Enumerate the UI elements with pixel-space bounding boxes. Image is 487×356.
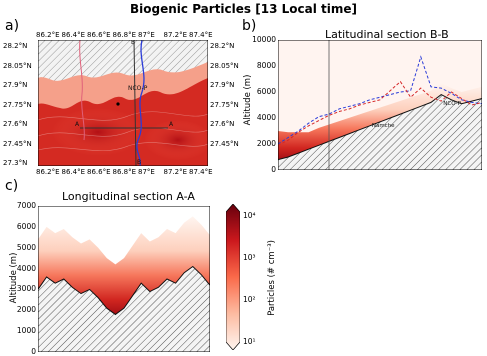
series-line-blue (278, 55, 482, 145)
tick-label: 86.4°E (61, 31, 86, 39)
tick-label: 10000 (252, 35, 276, 44)
map-panel-a: NCO-P B A A B (38, 40, 208, 166)
tick-label: 8000 (256, 61, 276, 70)
tick-label: 87.2°E (163, 168, 188, 176)
tick-label: 0 (31, 347, 36, 356)
tick-label: 87°E (138, 31, 155, 39)
tick-label: 27.6°N (3, 120, 28, 128)
tick-label: 27.75°N (3, 100, 32, 109)
tick-label: 10⁴ (243, 211, 256, 220)
map-glacier-hatch (38, 40, 208, 81)
tick-label: 10³ (243, 253, 256, 262)
site-marker (116, 102, 120, 106)
tick-label: 86.2°E (36, 168, 60, 176)
tick-label: 86.6°E (87, 168, 111, 176)
section-line-b (133, 40, 137, 166)
tick-label: 28.2°N (210, 42, 235, 50)
tick-label: 3000 (16, 284, 36, 294)
tick-label: 10² (243, 295, 256, 304)
tick-label: 5000 (16, 242, 36, 252)
annotation-label: Namche (372, 123, 395, 129)
map-hotspot (52, 108, 144, 156)
map-hotspot (144, 120, 208, 160)
tick-label: 4000 (256, 113, 276, 122)
chart-panel-b: Namche NCO-P (278, 40, 482, 170)
map-river-red (79, 40, 85, 141)
site-label: NCO-P (128, 85, 148, 92)
panel-c-ylabel: Altitude (m) (9, 252, 19, 304)
colorbar (226, 204, 240, 350)
tick-label: 27.9°N (3, 81, 28, 89)
tick-label: 27.45°N (210, 139, 239, 148)
tick-label: 27.9°N (210, 81, 235, 89)
particle-field (38, 216, 210, 315)
marker-label: A (169, 121, 174, 128)
tick-label: 27.3°N (3, 159, 28, 167)
figure-title: Biogenic Particles [13 Local time] (130, 2, 357, 16)
panel-b-subtitle: Latitudinal section B-B (325, 28, 449, 41)
tick-label: 2000 (256, 139, 276, 148)
marker-label: A (75, 121, 80, 128)
terrain (38, 265, 210, 352)
panel-c-subtitle: Longitudinal section A-A (62, 190, 195, 203)
tick-label: 86.8°E (112, 168, 137, 176)
tick-label: 2000 (16, 305, 36, 315)
tick-label: 87.4°E (189, 168, 213, 176)
tick-label: 1000 (16, 326, 36, 336)
colorbar-label: Particles (# cm⁻³) (267, 240, 277, 316)
tick-label: 28.2°N (3, 42, 28, 50)
annotation-label: NCO-P (443, 101, 461, 107)
tick-label: 0 (271, 165, 276, 174)
tick-label: 6000 (16, 221, 36, 231)
map-contours (38, 111, 208, 151)
chart-panel-c (38, 206, 210, 352)
panel-a-label: a) (5, 18, 20, 34)
tick-label: 27.75°N (210, 100, 239, 109)
panel-b-label: b) (242, 18, 257, 34)
series-line-red (278, 80, 482, 146)
tick-label: 28.05°N (210, 61, 239, 70)
marker-label: B (131, 40, 135, 46)
panel-c-label: c) (5, 178, 19, 194)
map-river-blue (136, 40, 145, 166)
tick-label: 7000 (16, 201, 36, 210)
tick-label: 87°E (138, 168, 155, 176)
colorbar-gradient (226, 204, 240, 350)
tick-label: 10¹ (243, 337, 256, 346)
tick-label: 4000 (16, 263, 36, 273)
tick-label: 87.2°E (163, 31, 188, 39)
tick-label: 86.4°E (61, 168, 86, 176)
tick-label: 27.45°N (3, 139, 32, 148)
tick-label: 87.4°E (189, 31, 213, 39)
tick-label: 27.6°N (210, 120, 235, 128)
tick-label: 6000 (256, 87, 276, 96)
tick-label: 86.8°E (112, 31, 137, 39)
marker-label: B (137, 159, 141, 166)
tick-label: 86.2°E (36, 31, 60, 39)
tick-label: 28.05°N (3, 61, 32, 70)
tick-label: 86.6°E (87, 31, 111, 39)
